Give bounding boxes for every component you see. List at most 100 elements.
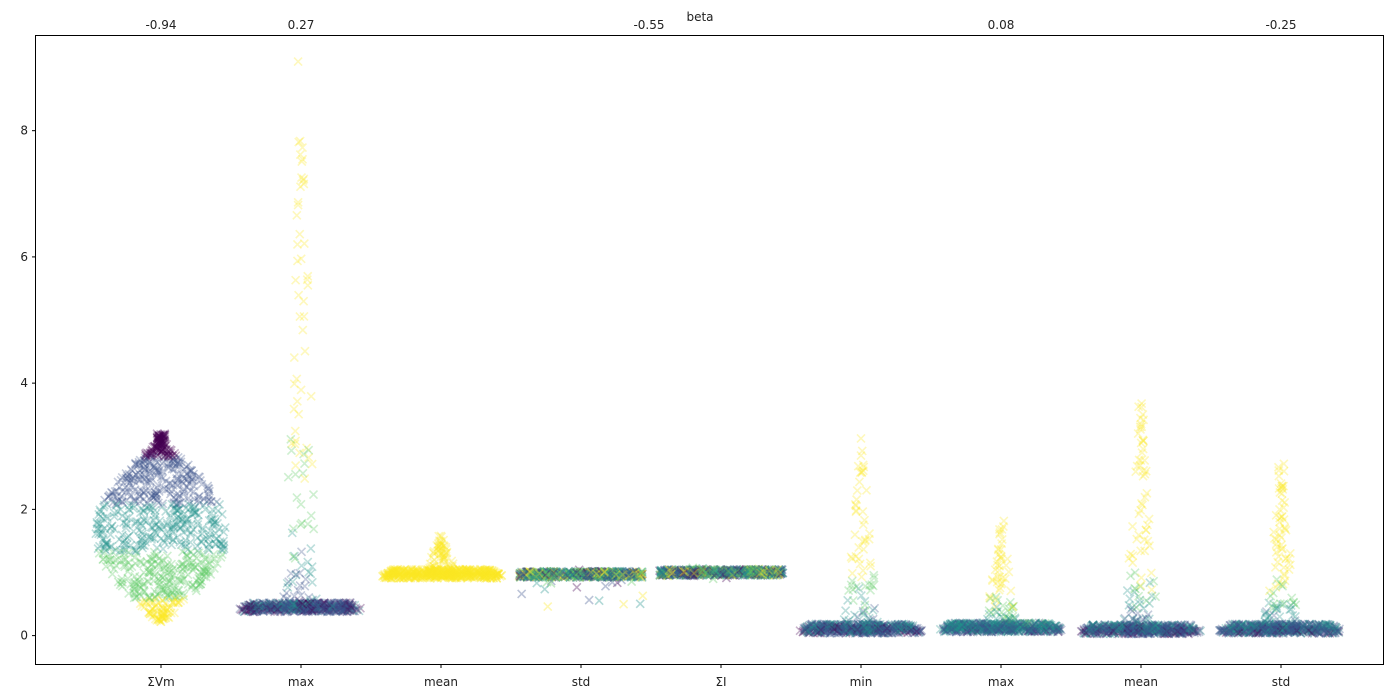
data-point xyxy=(158,609,168,619)
data-point xyxy=(197,529,207,539)
data-point xyxy=(155,439,165,449)
data-point xyxy=(142,592,152,602)
data-point xyxy=(314,599,324,609)
data-point xyxy=(158,596,168,606)
data-point xyxy=(177,514,187,525)
data-point xyxy=(144,457,154,467)
data-point xyxy=(168,503,178,514)
data-point xyxy=(149,597,159,607)
data-point xyxy=(144,503,154,513)
data-point xyxy=(322,604,332,614)
data-point xyxy=(126,540,136,550)
data-point xyxy=(144,501,154,511)
data-point xyxy=(196,568,206,578)
data-point xyxy=(193,559,203,570)
data-point xyxy=(156,439,166,449)
data-point xyxy=(152,483,162,493)
data-point xyxy=(183,579,193,589)
data-point xyxy=(171,499,182,509)
data-point xyxy=(256,605,266,615)
data-point xyxy=(175,575,185,585)
data-point xyxy=(160,430,170,440)
data-point xyxy=(121,513,131,523)
data-point xyxy=(154,433,164,443)
data-point xyxy=(162,605,172,615)
data-point xyxy=(129,476,139,486)
data-point xyxy=(92,517,102,527)
data-point xyxy=(149,571,160,581)
data-point xyxy=(124,487,134,497)
data-point xyxy=(144,607,154,618)
data-point xyxy=(154,465,165,475)
data-point xyxy=(158,466,168,476)
data-point xyxy=(171,505,181,515)
data-point xyxy=(157,447,167,457)
data-point xyxy=(147,532,157,543)
data-point xyxy=(117,581,127,591)
data-point xyxy=(199,494,209,504)
data-point xyxy=(158,431,168,441)
data-point xyxy=(150,614,160,624)
data-point xyxy=(158,595,168,606)
data-point xyxy=(107,547,117,557)
data-point xyxy=(167,583,177,593)
data-point xyxy=(145,472,156,482)
data-point xyxy=(189,549,199,560)
data-point xyxy=(304,600,314,610)
data-point xyxy=(1125,571,1136,581)
data-point xyxy=(135,474,145,485)
data-point xyxy=(121,523,131,533)
data-point xyxy=(150,509,160,519)
data-point xyxy=(176,560,187,570)
data-point xyxy=(148,603,158,614)
data-point xyxy=(206,569,216,579)
data-point xyxy=(158,604,169,615)
data-point xyxy=(205,530,215,540)
data-point xyxy=(163,559,173,569)
data-point xyxy=(131,579,141,589)
data-point xyxy=(163,532,173,542)
data-point xyxy=(204,486,214,496)
data-point xyxy=(157,611,167,621)
data-point xyxy=(169,464,179,474)
data-point xyxy=(130,459,140,469)
data-point xyxy=(140,602,150,612)
data-point xyxy=(164,450,174,460)
data-point xyxy=(203,483,213,494)
data-point xyxy=(156,534,166,544)
data-point xyxy=(203,489,214,499)
data-point xyxy=(166,570,176,580)
data-point xyxy=(156,446,167,456)
data-point xyxy=(194,472,204,482)
data-point xyxy=(203,566,214,576)
data-point xyxy=(152,442,162,452)
data-point xyxy=(181,503,191,513)
data-point xyxy=(211,534,221,544)
data-point xyxy=(139,567,149,578)
data-point xyxy=(183,555,193,565)
data-point xyxy=(157,613,168,624)
data-point xyxy=(170,585,180,595)
data-point xyxy=(136,558,146,568)
data-point xyxy=(155,576,165,586)
data-point xyxy=(152,432,162,442)
data-point xyxy=(172,532,182,542)
data-point xyxy=(199,565,209,575)
data-point xyxy=(163,612,173,622)
data-point xyxy=(159,563,169,573)
data-point xyxy=(183,460,193,470)
data-point xyxy=(174,512,184,522)
data-point xyxy=(147,608,157,618)
data-point xyxy=(156,447,167,457)
data-point xyxy=(159,431,169,442)
data-point xyxy=(203,495,214,505)
data-point xyxy=(163,446,173,456)
data-point xyxy=(150,551,160,561)
data-point xyxy=(303,519,313,529)
data-point xyxy=(116,475,126,485)
data-point xyxy=(187,509,197,519)
data-point xyxy=(196,536,206,546)
data-point xyxy=(160,451,170,461)
data-point xyxy=(166,459,176,469)
